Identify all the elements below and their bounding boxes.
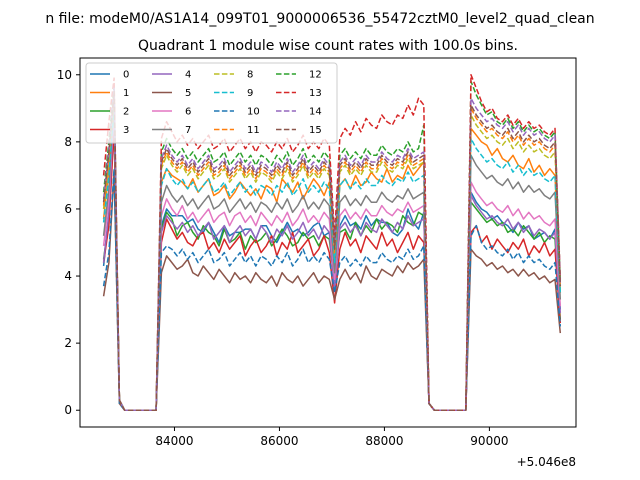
legend-frame <box>85 62 338 144</box>
x-axis: 84000 86000 88000 90000 <box>155 427 508 448</box>
legend-label-11: 11 <box>247 125 260 136</box>
legend-label-1: 1 <box>123 88 129 99</box>
legend-label-12: 12 <box>309 70 322 81</box>
legend-label-15: 15 <box>309 125 322 136</box>
series-line-9 <box>102 104 562 411</box>
y-tick-label: 6 <box>64 202 72 216</box>
legend-label-4: 4 <box>185 70 191 81</box>
series-line-4 <box>102 107 562 411</box>
x-tick-label: 90000 <box>470 434 508 448</box>
series-line-15 <box>102 90 562 411</box>
legend-label-5: 5 <box>185 88 191 99</box>
x-axis-offset-label: +5.046e8 <box>517 455 576 469</box>
legend-label-7: 7 <box>185 125 191 136</box>
y-tick-label: 0 <box>64 403 72 417</box>
series-line-10 <box>102 167 562 411</box>
legend-label-10: 10 <box>247 107 260 118</box>
y-tick-label: 4 <box>64 269 72 283</box>
x-tick-label: 84000 <box>155 434 193 448</box>
series-layer <box>102 74 562 411</box>
legend-label-8: 8 <box>247 70 253 81</box>
y-tick-label: 10 <box>57 68 72 82</box>
series-line-7 <box>102 97 562 411</box>
plot-frame <box>79 57 577 428</box>
legend-label-3: 3 <box>123 125 129 136</box>
figure-suptitle: n file: modeM0/AS1A14_099T01_9000006536_… <box>45 11 594 27</box>
x-tick-label: 86000 <box>260 434 298 448</box>
series-line-14 <box>102 87 562 411</box>
legend-label-0: 0 <box>123 70 129 81</box>
legend-label-9: 9 <box>247 88 253 99</box>
legend-label-13: 13 <box>309 88 322 99</box>
series-line-3 <box>102 127 562 411</box>
y-tick-label: 8 <box>64 135 72 149</box>
legend-label-6: 6 <box>185 107 191 118</box>
y-tick-label: 2 <box>64 336 72 350</box>
legend-label-2: 2 <box>123 107 129 118</box>
x-tick-label: 88000 <box>365 434 403 448</box>
series-line-5 <box>102 171 562 411</box>
series-line-6 <box>102 100 562 411</box>
y-axis: 0 2 4 6 8 10 <box>57 68 80 417</box>
legend-label-14: 14 <box>309 107 322 118</box>
chart-title: Quadrant 1 module wise count rates with … <box>138 38 518 54</box>
